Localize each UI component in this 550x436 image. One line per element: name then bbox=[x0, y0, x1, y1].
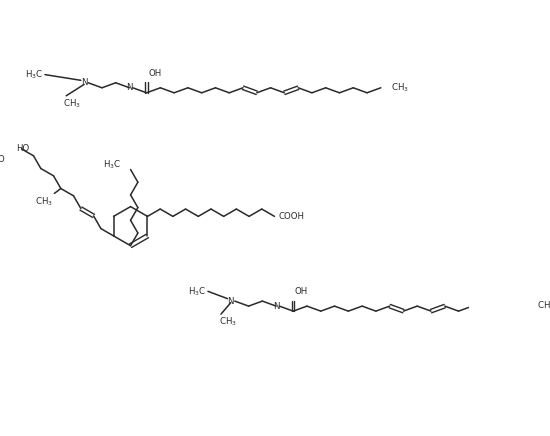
Text: COOH: COOH bbox=[278, 212, 305, 221]
Text: CH$_3$: CH$_3$ bbox=[35, 195, 53, 208]
Text: OH: OH bbox=[148, 69, 162, 78]
Text: N: N bbox=[228, 296, 234, 306]
Text: CH$_3$: CH$_3$ bbox=[390, 82, 409, 94]
Text: H$_3$C: H$_3$C bbox=[25, 68, 43, 81]
Text: O: O bbox=[0, 155, 4, 164]
Text: CH$_3$: CH$_3$ bbox=[537, 300, 550, 312]
Text: HO: HO bbox=[16, 144, 29, 153]
Text: N: N bbox=[81, 78, 87, 87]
Text: H$_3$C: H$_3$C bbox=[188, 285, 206, 297]
Text: N: N bbox=[273, 302, 279, 310]
Text: CH$_3$: CH$_3$ bbox=[218, 316, 236, 328]
Text: N: N bbox=[126, 83, 133, 92]
Text: CH$_3$: CH$_3$ bbox=[63, 97, 81, 110]
Text: OH: OH bbox=[295, 287, 308, 296]
Text: H$_3$C: H$_3$C bbox=[102, 158, 121, 171]
